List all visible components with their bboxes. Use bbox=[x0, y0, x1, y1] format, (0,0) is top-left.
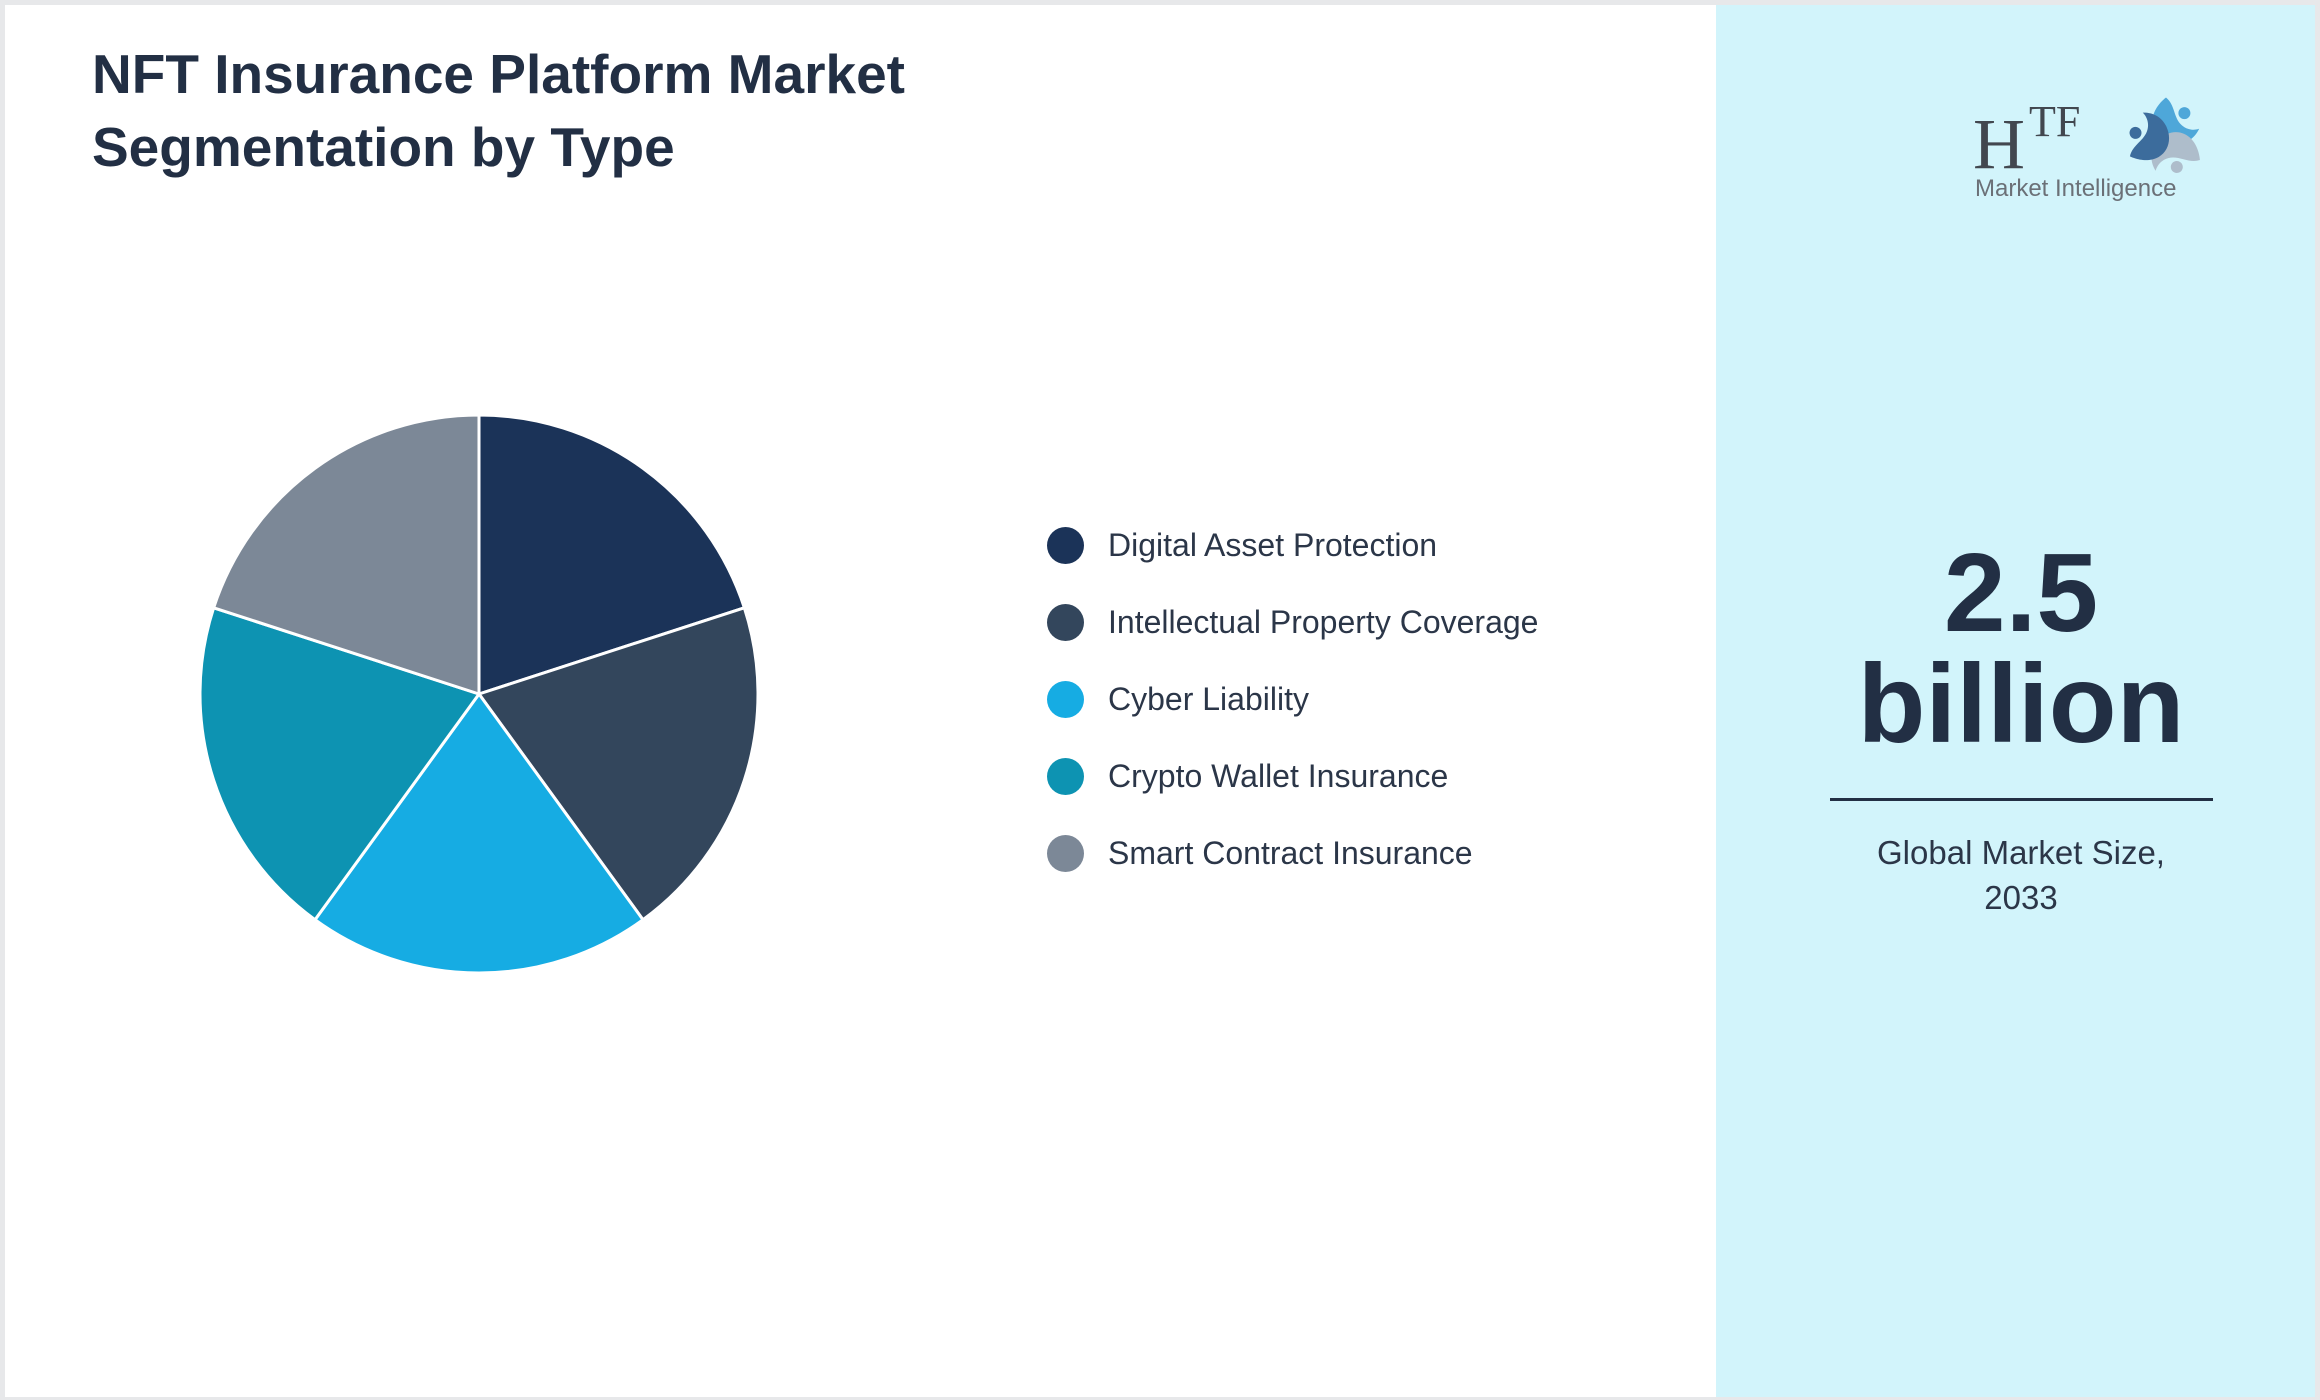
svg-text:H: H bbox=[1973, 104, 2025, 184]
svg-text:TF: TF bbox=[2029, 97, 2080, 146]
svg-text:Market Intelligence: Market Intelligence bbox=[1975, 175, 2176, 202]
